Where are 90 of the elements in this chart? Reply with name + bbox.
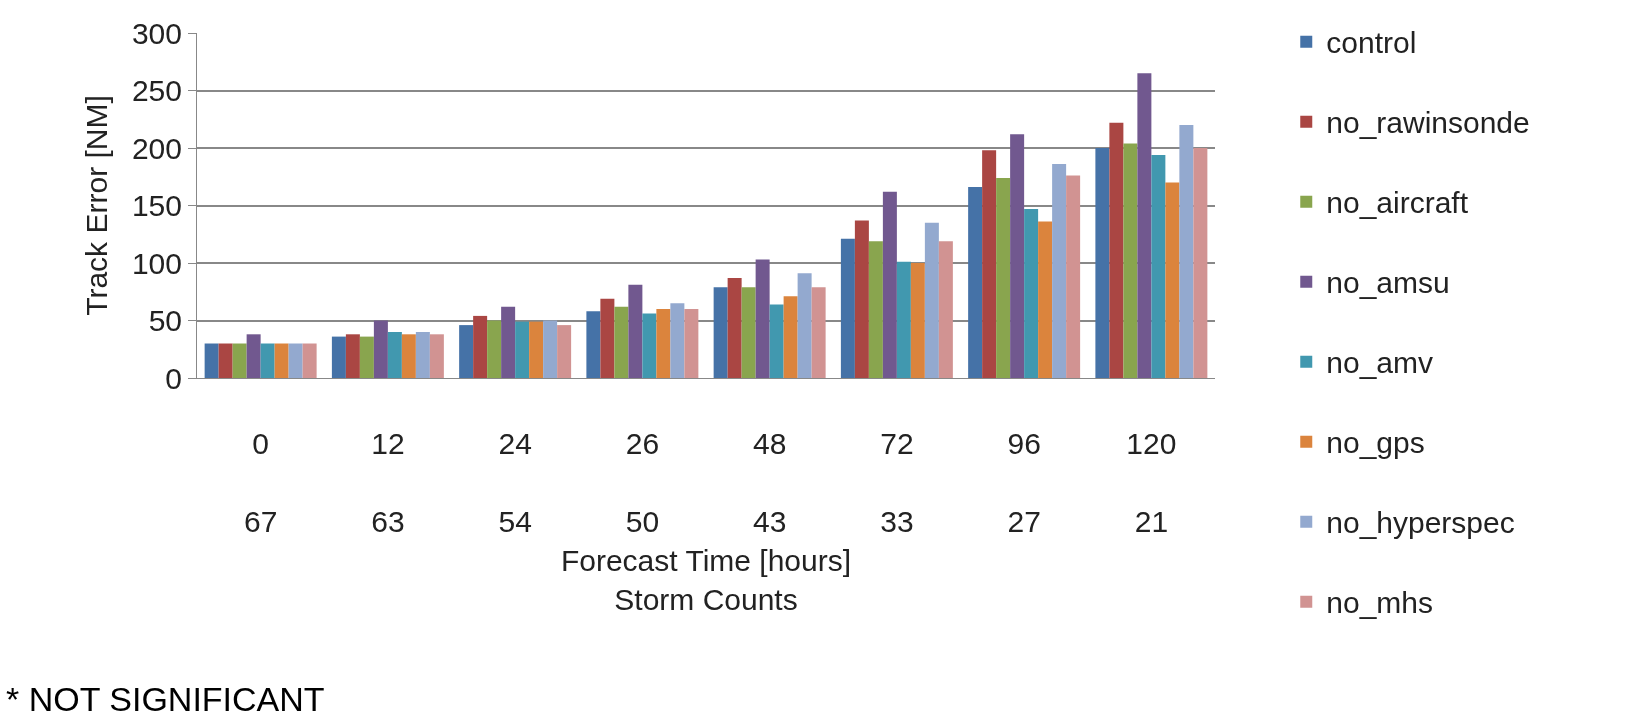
bar — [1179, 125, 1194, 378]
legend-label: no_aircraft — [1326, 186, 1469, 220]
bar — [628, 284, 643, 378]
bar — [642, 313, 657, 378]
y-tick-label: 300 — [131, 16, 182, 50]
bar — [713, 287, 728, 378]
bar — [797, 273, 812, 378]
bar — [218, 343, 233, 378]
y-axis-title: Track Error [NM] — [79, 95, 113, 316]
category-label: 26 50 — [625, 427, 660, 538]
bar — [331, 336, 346, 378]
bar — [1123, 143, 1138, 378]
bar — [1193, 148, 1208, 378]
bar — [1010, 134, 1025, 378]
bar — [982, 150, 997, 378]
bar — [501, 306, 516, 378]
bar — [600, 298, 615, 378]
bar — [684, 309, 699, 378]
bar — [415, 332, 430, 378]
x-axis-title: Forecast Time [hours] Storm Counts — [560, 543, 852, 616]
bar — [727, 277, 742, 378]
bar — [1137, 73, 1152, 378]
bar — [543, 320, 558, 378]
bar — [755, 259, 770, 378]
y-tick-label: 250 — [131, 74, 182, 107]
bar — [783, 296, 798, 378]
bar — [938, 241, 953, 378]
bar — [670, 303, 685, 378]
bar — [246, 334, 261, 378]
text: * NOT SIGNIFICANT — [6, 680, 325, 715]
bar — [868, 241, 883, 378]
category-label: 96 27 — [1007, 427, 1041, 538]
bar — [302, 343, 317, 378]
bar — [882, 191, 897, 378]
category-label: 24 54 — [498, 427, 532, 538]
category-label: 12 63 — [371, 427, 405, 538]
category-label: 72 33 — [880, 427, 914, 538]
bar — [840, 238, 855, 378]
bar — [473, 315, 488, 378]
bar — [811, 287, 826, 378]
y-tick-label: 100 — [131, 246, 182, 280]
bar — [373, 320, 388, 378]
bar — [614, 306, 629, 378]
y-tick-label: 150 — [131, 189, 182, 222]
bar — [1109, 122, 1124, 378]
bar — [769, 304, 784, 378]
bar — [429, 334, 444, 378]
bar — [968, 187, 983, 378]
bar — [896, 261, 911, 378]
bar — [557, 325, 572, 378]
bar — [854, 220, 869, 378]
y-tick-label: 50 — [148, 304, 182, 337]
bar — [529, 321, 544, 378]
legend-label: no_amsu — [1326, 266, 1450, 300]
bar — [741, 287, 756, 378]
bar — [924, 222, 939, 378]
bar — [459, 325, 474, 378]
bar — [586, 311, 601, 378]
y-tick-label: 200 — [131, 131, 182, 165]
category-label: 120 21 — [1126, 427, 1177, 538]
bar — [359, 336, 374, 378]
y-tick-label: 0 — [165, 361, 182, 395]
category-label: 0 67 — [243, 427, 278, 538]
bar — [996, 177, 1011, 378]
bar — [387, 332, 402, 378]
bar — [345, 334, 360, 378]
bar — [1066, 175, 1081, 378]
legend-label: no_rawinsonde — [1326, 106, 1530, 140]
bar — [1052, 164, 1067, 378]
legend-label: no_amv — [1326, 346, 1433, 380]
bar — [1024, 208, 1039, 378]
bar — [401, 334, 416, 378]
bar — [656, 309, 671, 378]
bar — [232, 343, 247, 378]
legend-label: control — [1326, 26, 1417, 60]
category-label: 48 43 — [752, 427, 787, 538]
bar — [274, 343, 289, 378]
legend-label: no_hyperspec — [1326, 506, 1515, 540]
bar — [260, 343, 275, 378]
bar — [204, 343, 219, 378]
bar — [910, 263, 925, 378]
bar — [288, 343, 303, 378]
bar — [515, 321, 530, 378]
bar — [1095, 148, 1110, 378]
bar — [1165, 182, 1180, 378]
bar — [1151, 154, 1166, 378]
bar — [1038, 221, 1053, 378]
legend-label: no_mhs — [1326, 586, 1433, 620]
legend-label: no_gps — [1326, 426, 1425, 460]
bar — [487, 320, 502, 378]
